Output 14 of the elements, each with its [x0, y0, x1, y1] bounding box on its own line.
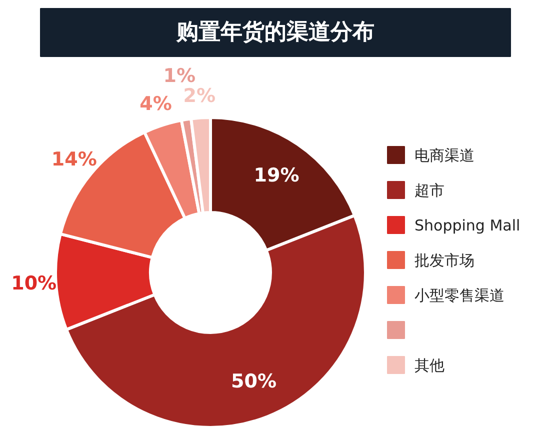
data-label: 1%: [163, 64, 196, 87]
legend-label: Shopping Mall: [414, 216, 520, 234]
data-label: 4%: [140, 93, 172, 116]
chart-title: 购置年货的渠道分布: [176, 20, 374, 45]
legend-label: 小型零售渠道: [414, 286, 504, 304]
data-label: 50%: [231, 370, 276, 393]
data-label: 10%: [11, 272, 57, 295]
legend-label: 其他: [414, 356, 444, 374]
data-label: 14%: [51, 148, 97, 171]
legend-label: 超市: [414, 182, 444, 200]
legend-label: 批发市场: [414, 252, 474, 270]
data-label: 2%: [183, 84, 216, 107]
data-label: 19%: [254, 164, 300, 186]
legend-label: 电商渠道: [414, 146, 474, 164]
